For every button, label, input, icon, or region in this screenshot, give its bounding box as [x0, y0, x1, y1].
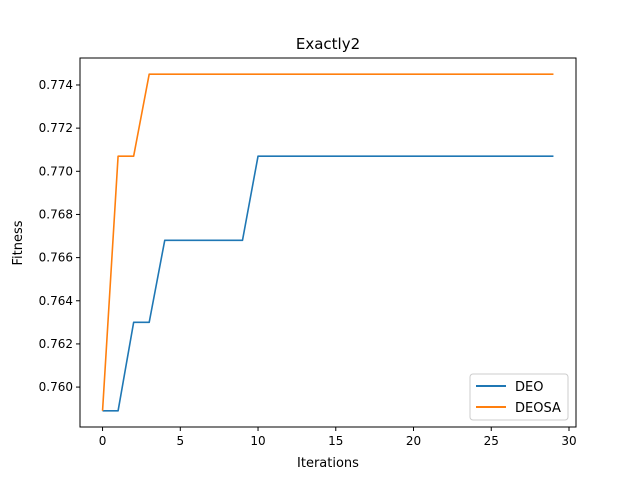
y-tick-label: 0.762: [39, 337, 73, 351]
plot-background: [80, 58, 576, 427]
y-tick-label: 0.764: [39, 294, 73, 308]
y-tick-label: 0.768: [39, 207, 73, 221]
x-axis-ticks: 0 5 10 15 20 25 30: [99, 427, 577, 448]
legend-label-deosa: DEOSA: [515, 401, 561, 416]
chart-title: Exactly2: [296, 35, 360, 53]
x-tick-label: 20: [406, 434, 421, 448]
y-axis-ticks: 0.760 0.762 0.764 0.766 0.768 0.770 0.772 0.774: [39, 78, 80, 394]
plot-frame: [79, 57, 577, 428]
legend-label-deo: DEO: [515, 380, 543, 395]
x-tick-label: 30: [561, 434, 576, 448]
legend: DEO DEOSA: [469, 373, 569, 421]
series-layer: [101, 73, 554, 412]
y-tick-label: 0.766: [39, 251, 73, 265]
y-tick-label: 0.760: [39, 380, 73, 394]
x-tick-label: 25: [484, 434, 499, 448]
y-axis-label: Fitness: [11, 220, 26, 265]
x-tick-label: 0: [99, 434, 107, 448]
series-line-deo: [102, 155, 554, 412]
x-tick-label: 5: [176, 434, 184, 448]
series-line-deosa: [101, 73, 554, 411]
y-tick-label: 0.772: [39, 121, 73, 135]
plot-area: [80, 58, 576, 427]
x-tick-label: 15: [328, 434, 343, 448]
x-axis-label: Iterations: [297, 456, 359, 471]
y-tick-label: 0.770: [39, 164, 73, 178]
x-tick-label: 10: [250, 434, 265, 448]
y-tick-label: 0.774: [39, 78, 73, 92]
